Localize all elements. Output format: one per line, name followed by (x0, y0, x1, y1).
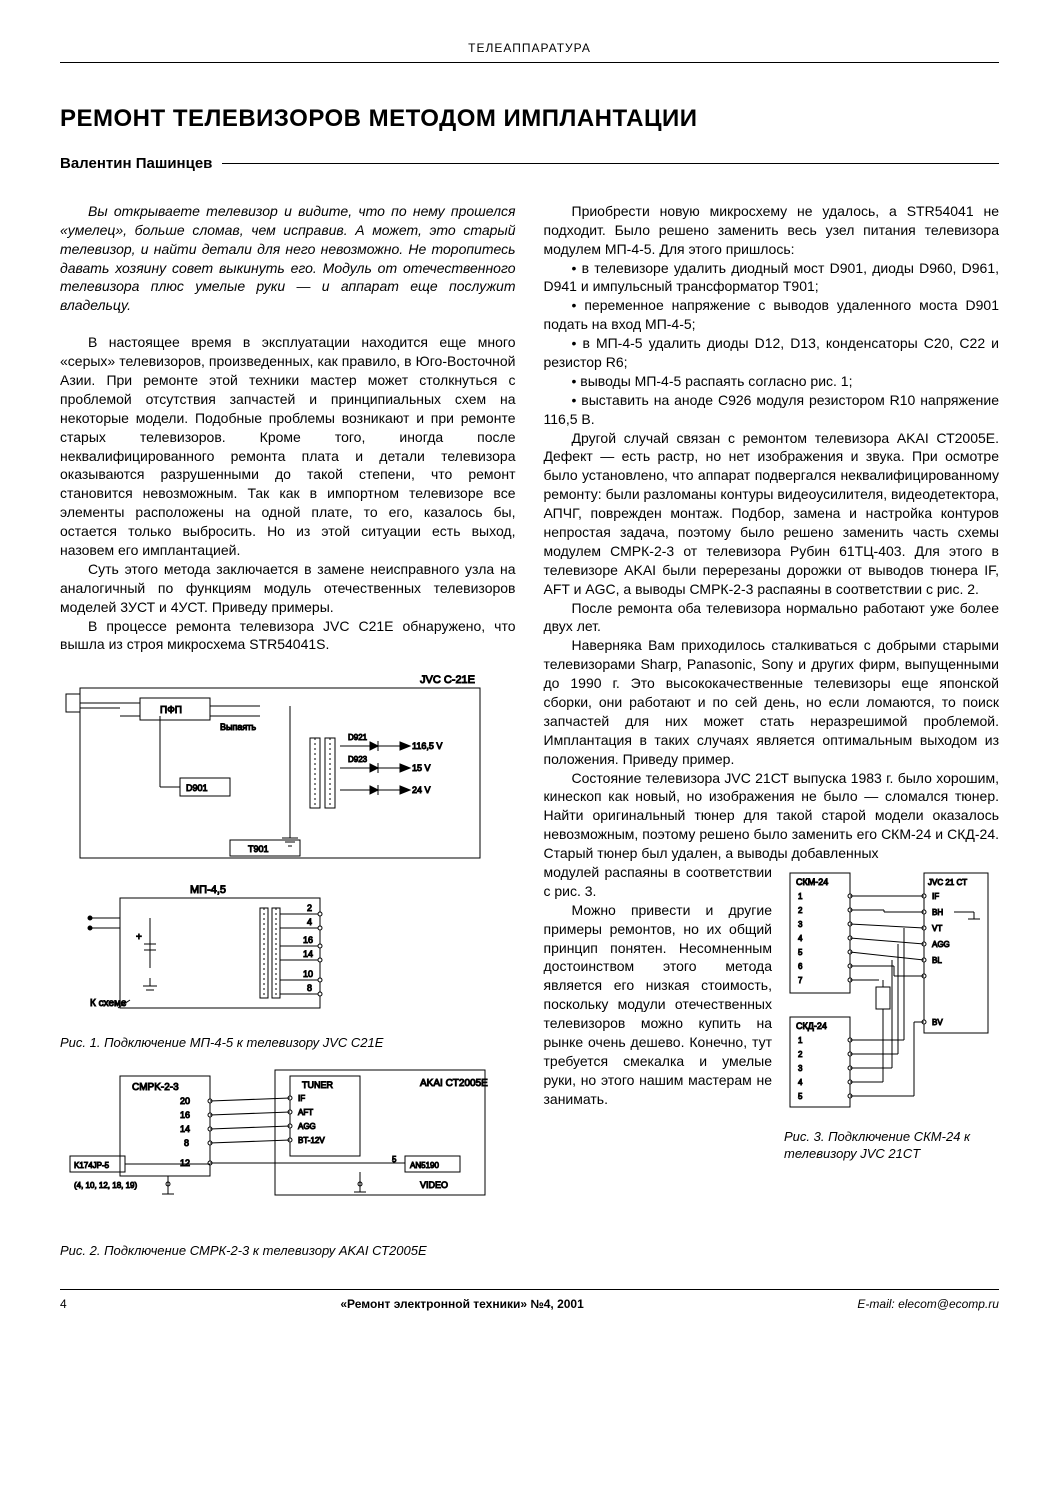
svg-text:4: 4 (798, 934, 803, 943)
bullet: • выставить на аноде С926 модуля резисто… (544, 391, 1000, 429)
paragraph: В процессе ремонта телевизора JVC C21E о… (60, 617, 516, 655)
svg-text:15 V: 15 V (412, 763, 431, 773)
author-rule (222, 163, 999, 164)
figure-2-caption: Рис. 2. Подключение СМРК-2-3 к телевизор… (60, 1242, 516, 1260)
svg-text:14: 14 (303, 949, 313, 959)
svg-text:(4, 10, 12, 18, 19): (4, 10, 12, 18, 19) (74, 1181, 137, 1190)
paragraph: В настоящее время в эксплуатации находит… (60, 333, 516, 560)
svg-text:BV: BV (932, 1018, 943, 1027)
author-row: Валентин Пашинцев (60, 154, 999, 174)
svg-text:16: 16 (180, 1110, 190, 1120)
figure-1: JVC C-21E ПФП Выпаять D901 (60, 668, 516, 1052)
svg-text:2: 2 (798, 1050, 803, 1059)
paragraph: Другой случай связан с ремонтом телевизо… (544, 429, 1000, 599)
svg-text:8: 8 (307, 983, 312, 993)
svg-text:4: 4 (307, 917, 312, 927)
svg-text:3: 3 (798, 1064, 803, 1073)
article-title: РЕМОНТ ТЕЛЕВИЗОРОВ МЕТОДОМ ИМПЛАНТАЦИИ (60, 103, 999, 135)
svg-text:IF: IF (932, 892, 939, 901)
figure-3: СКМ-24 JVC 21 CT 1 2 3 4 5 6 7 (784, 867, 999, 1163)
author-name: Валентин Пашинцев (60, 154, 222, 174)
svg-text:+: + (136, 932, 142, 943)
bullet-list: • в телевизоре удалить диодный мост D901… (544, 259, 1000, 429)
svg-text:JVC 21 CT: JVC 21 CT (928, 878, 967, 887)
bullet: • переменное напряжение с выводов удален… (544, 296, 1000, 334)
svg-text:14: 14 (180, 1124, 190, 1134)
svg-text:VT: VT (932, 924, 942, 933)
svg-text:5: 5 (798, 1092, 803, 1101)
svg-text:МП-4,5: МП-4,5 (190, 884, 226, 896)
paragraph: После ремонта оба телевизора нормально р… (544, 599, 1000, 637)
svg-text:CMPK-2-3: CMPK-2-3 (132, 1082, 179, 1093)
svg-text:1: 1 (798, 1036, 803, 1045)
svg-text:СКД-24: СКД-24 (796, 1021, 827, 1031)
svg-text:AGG: AGG (932, 940, 950, 949)
page-number: 4 (60, 1296, 67, 1312)
svg-text:AN5190: AN5190 (410, 1161, 439, 1170)
svg-text:BT-12V: BT-12V (298, 1136, 325, 1145)
svg-text:Выпаять: Выпаять (220, 722, 256, 732)
svg-text:AGG: AGG (298, 1122, 316, 1131)
figure-1-caption: Рис. 1. Подключение МП-4-5 к телевизору … (60, 1034, 516, 1052)
figure-1-svg: JVC C-21E ПФП Выпаять D901 (60, 668, 500, 1028)
svg-text:24 V: 24 V (412, 785, 431, 795)
fig1-tv-label: JVC C-21E (420, 674, 475, 686)
svg-text:TUNER: TUNER (302, 1080, 333, 1090)
paragraph: Наверняка Вам приходилось сталкиваться с… (544, 636, 1000, 768)
svg-text:BL: BL (932, 956, 942, 965)
svg-text:12: 12 (180, 1158, 190, 1168)
svg-text:К схеме: К схеме (90, 998, 127, 1009)
lead-paragraph: Вы открываете телевизор и видите, что по… (60, 202, 516, 315)
svg-text:AFT: AFT (298, 1108, 313, 1117)
svg-text:AKAI CT2005E: AKAI CT2005E (420, 1078, 488, 1089)
svg-text:116,5 V: 116,5 V (412, 741, 442, 751)
svg-text:VIDEO: VIDEO (420, 1180, 448, 1190)
bullet: • в телевизоре удалить диодный мост D901… (544, 259, 1000, 297)
section-header: ТЕЛЕАППАРАТУРА (60, 40, 999, 63)
figure-2: CMPK-2-3 20 16 14 8 12 K174JP-5 (4, 10, … (60, 1066, 516, 1260)
paragraph: Приобрести новую микросхему не удалось, … (544, 202, 1000, 259)
svg-text:20: 20 (180, 1096, 190, 1106)
svg-text:3: 3 (798, 920, 803, 929)
svg-text:K174JP-5: K174JP-5 (74, 1161, 110, 1170)
svg-text:10: 10 (303, 969, 313, 979)
svg-text:ПФП: ПФП (160, 705, 182, 716)
footer-email: E-mail: elecom@ecomp.ru (857, 1296, 999, 1312)
svg-text:2: 2 (798, 906, 803, 915)
bullet: • в МП-4-5 удалить диоды D12, D13, конде… (544, 334, 1000, 372)
svg-text:T901: T901 (248, 844, 269, 854)
figure-3-svg: СКМ-24 JVC 21 CT 1 2 3 4 5 6 7 (784, 867, 994, 1117)
svg-text:4: 4 (798, 1078, 803, 1087)
footer-center: «Ремонт электронной техники» №4, 2001 (340, 1296, 583, 1312)
article-body: Вы открываете телевизор и видите, что по… (60, 202, 999, 1260)
paragraph: Состояние телевизора JVC 21СТ выпуска 19… (544, 769, 1000, 863)
figure-3-caption: Рис. 3. Подключение СКМ-24 к телевизору … (784, 1128, 999, 1163)
figure-2-svg: CMPK-2-3 20 16 14 8 12 K174JP-5 (4, 10, … (60, 1066, 500, 1236)
svg-text:D921: D921 (348, 733, 368, 742)
svg-text:6: 6 (798, 962, 803, 971)
svg-text:2: 2 (307, 903, 312, 913)
bullet: • выводы МП-4-5 распаять согласно рис. 1… (544, 372, 1000, 391)
svg-text:16: 16 (303, 935, 313, 945)
svg-text:5: 5 (798, 948, 803, 957)
paragraph: Суть этого метода заключается в замене н… (60, 560, 516, 617)
svg-text:D923: D923 (348, 755, 368, 764)
svg-text:1: 1 (798, 892, 803, 901)
svg-text:8: 8 (184, 1138, 189, 1148)
svg-text:7: 7 (798, 976, 803, 985)
svg-text:D901: D901 (186, 783, 208, 793)
svg-text:СКМ-24: СКМ-24 (796, 877, 828, 887)
svg-text:IF: IF (298, 1094, 305, 1103)
svg-text:BH: BH (932, 908, 943, 917)
page-footer: 4 «Ремонт электронной техники» №4, 2001 … (60, 1289, 999, 1312)
